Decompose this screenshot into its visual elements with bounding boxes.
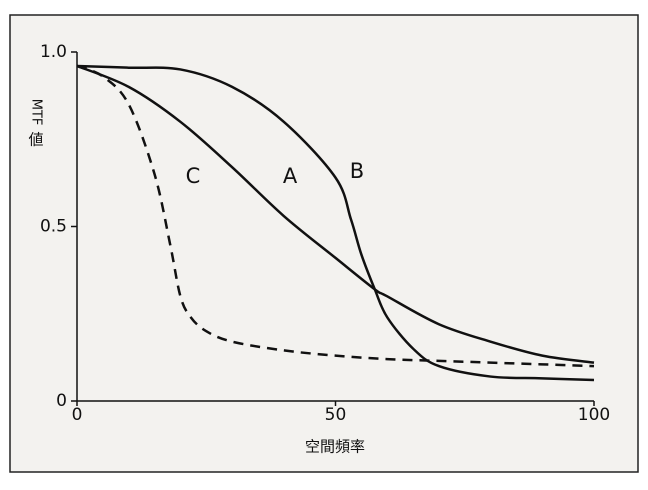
- y-axis-label: MTF: [29, 99, 44, 126]
- series-label: C: [186, 164, 201, 188]
- x-tick-label: 50: [325, 405, 347, 425]
- curve: [76, 64, 595, 382]
- y-tick-label: 0.5: [40, 217, 67, 237]
- curve: [76, 64, 595, 368]
- series-label: B: [350, 159, 364, 183]
- x-axis-label: 空間頻率: [305, 438, 365, 456]
- frame: [9, 14, 639, 473]
- series-label: A: [283, 164, 298, 188]
- y-tick-label: 0: [56, 391, 67, 411]
- curve: [76, 64, 595, 364]
- y-axis-label: 値: [28, 131, 43, 149]
- y-tick-label: 1.0: [40, 42, 67, 62]
- x-tick-label: 100: [578, 405, 610, 425]
- x-tick-label: 0: [72, 405, 83, 425]
